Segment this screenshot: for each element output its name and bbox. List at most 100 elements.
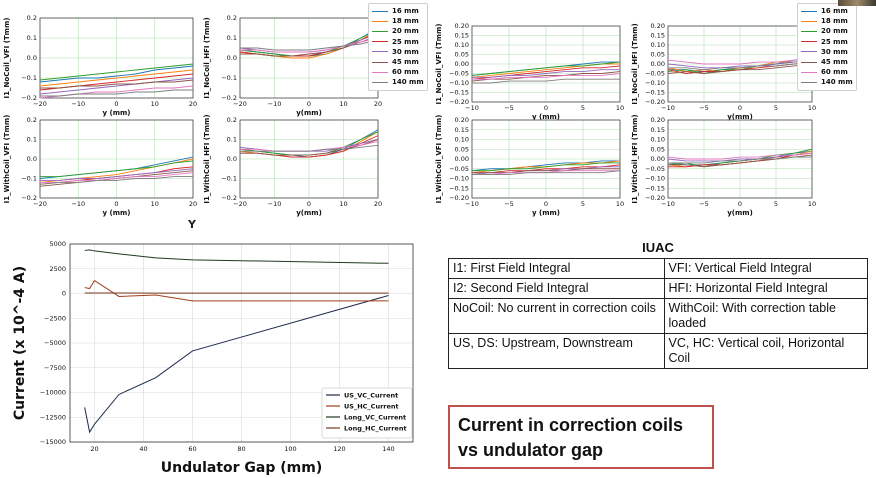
- series-line-16mm: [39, 65, 194, 83]
- y-tick-label: 0.1: [227, 136, 237, 144]
- x-tick-label: 100: [284, 445, 296, 453]
- y-tick-label: −10000: [40, 389, 66, 397]
- series-line-140mm: [39, 176, 193, 185]
- x-tick-label: 80: [237, 445, 245, 453]
- y-tick-label: −0.20: [449, 98, 469, 106]
- series-line-45mm: [471, 71, 621, 82]
- x-tick-label: 20: [189, 200, 197, 208]
- legend-label: 25 mm: [821, 37, 848, 46]
- legend-swatch: [372, 51, 388, 53]
- y-tick-label: −0.05: [449, 165, 469, 173]
- x-tick-label: 0: [114, 100, 118, 108]
- y-tick-label: −5000: [44, 339, 66, 347]
- y-tick-label: 0.05: [455, 51, 469, 59]
- y-axis-label: Current (x 10^-4 A): [12, 266, 28, 420]
- table-row: US, DS: Upstream, Downstream VC, HC: Vert…: [448, 333, 869, 369]
- y-axis-label: I1_NoCoil_HFI (Tmm): [203, 17, 211, 98]
- x-tick-label: −10: [71, 100, 85, 108]
- series-line-140mm: [668, 63, 812, 71]
- x-tick-label: 0: [307, 100, 311, 108]
- legend-label: 18 mm: [392, 17, 419, 26]
- series-line-30mm: [472, 69, 620, 78]
- y-tick-label: 0.15: [651, 126, 665, 134]
- legend-entry: 60 mm: [801, 67, 853, 77]
- y-axis-label: I1_WithCoil_VFI (Tmm): [435, 115, 443, 204]
- y-tick-label: 0: [62, 290, 66, 298]
- legend-entry: 45 mm: [801, 57, 853, 67]
- y-tick-label: 0.2: [27, 14, 37, 22]
- x-tick-label: −10: [661, 200, 675, 208]
- y-tick-label: 0.00: [651, 60, 665, 68]
- plot-left-bottom-right: −20 −10 0 10 20 −0.2 −0.1 0.0 0.1 0.2 y(mm) I1_With…: [203, 114, 382, 217]
- legend-swatch: [372, 71, 388, 73]
- legend-entry: 25 mm: [801, 37, 853, 47]
- x-tick-label: 10: [151, 200, 159, 208]
- x-tick-label: 10: [616, 200, 624, 208]
- x-tick-label: 20: [374, 100, 382, 108]
- y-tick-label: 0.20: [651, 116, 665, 124]
- y-tick-label: 0.1: [27, 34, 37, 42]
- y-tick-label: −0.10: [449, 79, 469, 87]
- legend-entry: 16 mm: [801, 6, 853, 16]
- legend-swatch: [372, 61, 388, 63]
- x-tick-label: −20: [233, 200, 247, 208]
- plot-right-top-right: −10 −5 0 5 10 −0.20−0.15 −0.10−0.05 0.000.05 0.1…: [631, 22, 816, 121]
- y-axis-label: I1_NoCoil_HFI (Tmm): [631, 23, 639, 104]
- legend-entry: 140 mm: [801, 77, 853, 87]
- y-axis-label: I1_WithCoil_HFI (Tmm): [203, 114, 211, 203]
- plot-right-bottom-right: −10 −5 0 5 10−0.20−0.15−0.10−0.050.000.050.1…: [631, 114, 816, 217]
- y-tick-label: 0.10: [455, 41, 469, 49]
- plot-left-top-right: −20 −10 0 10 20 −0.2 −0.1 0.0 0.1 0.2 y(mm) I1_NoCo…: [203, 14, 382, 117]
- y-tick-label: −0.20: [449, 194, 469, 202]
- series-line-16mm: [471, 160, 620, 172]
- y-tick-label: 0.1: [27, 136, 37, 144]
- table-row: I1: First Field Integral VFI: Vertical Fi…: [448, 258, 869, 279]
- x-tick-label: 120: [333, 445, 345, 453]
- y-tick-label: −0.1: [221, 74, 237, 82]
- y-tick-label: −0.2: [221, 94, 237, 102]
- y-tick-label: −0.15: [449, 89, 469, 97]
- series-line-30mm: [667, 152, 813, 162]
- y-tick-label: −0.2: [21, 194, 37, 202]
- x-tick-label: 10: [151, 100, 159, 108]
- legend-label: Long_VC_Current: [344, 414, 406, 422]
- x-tick-label: −10: [268, 100, 282, 108]
- y-tick-label: 0.00: [651, 155, 665, 163]
- legend-label: 60 mm: [821, 68, 848, 77]
- gap-legend-left: 16 mm 18 mm 20 mm 25 mm 30 mm 45 mm 60 mm 140 m…: [368, 3, 428, 91]
- x-tick-label: 10: [808, 104, 816, 112]
- x-tick-label: 140: [382, 445, 394, 453]
- legend-swatch: [801, 61, 817, 63]
- series-line-20mm: [472, 162, 620, 172]
- legend-label: US_VC_Current: [344, 392, 398, 400]
- y-tick-label: −0.15: [645, 184, 665, 192]
- y-tick-label: −12500: [40, 413, 66, 421]
- series-line-Long_VC_Current: [84, 249, 389, 264]
- y-tick-label: 0.20: [651, 22, 665, 30]
- series-line-140mm: [472, 78, 620, 84]
- callout-line-2: vs undulator gap: [458, 440, 604, 461]
- table-row: NoCoil: No current in correction coils Wi…: [448, 298, 869, 334]
- legend-swatch: [801, 30, 817, 32]
- y-tick-label: 0.00: [455, 60, 469, 68]
- y-tick-label: −0.2: [221, 194, 237, 202]
- series-line-18mm: [39, 69, 194, 87]
- table-cell: I1: First Field Integral: [448, 258, 665, 279]
- y-tick-label: −0.15: [645, 89, 665, 97]
- x-axis-label: y (mm): [532, 113, 560, 121]
- x-tick-label: 10: [616, 104, 624, 112]
- legend-swatch: [801, 41, 817, 43]
- y-axis-label: I1_NoCoil_VFI (Tmm): [435, 24, 443, 105]
- plot-frame: [69, 243, 414, 443]
- table-cell: HFI: Horizontal Field Integral: [663, 278, 869, 299]
- y-tick-label: 0.0: [227, 155, 237, 163]
- x-axis-label: Undulator Gap (mm): [161, 460, 322, 476]
- series-line-45mm: [240, 139, 379, 156]
- y-tick-label: 0.10: [651, 41, 665, 49]
- legend-label: 45 mm: [392, 58, 419, 67]
- x-tick-label: 10: [339, 200, 347, 208]
- table-cell: VFI: Vertical Field Integral: [663, 258, 869, 279]
- x-tick-label: −20: [33, 100, 47, 108]
- y-tick-label: 0.0: [227, 54, 237, 62]
- x-axis-label: y(mm): [296, 209, 322, 217]
